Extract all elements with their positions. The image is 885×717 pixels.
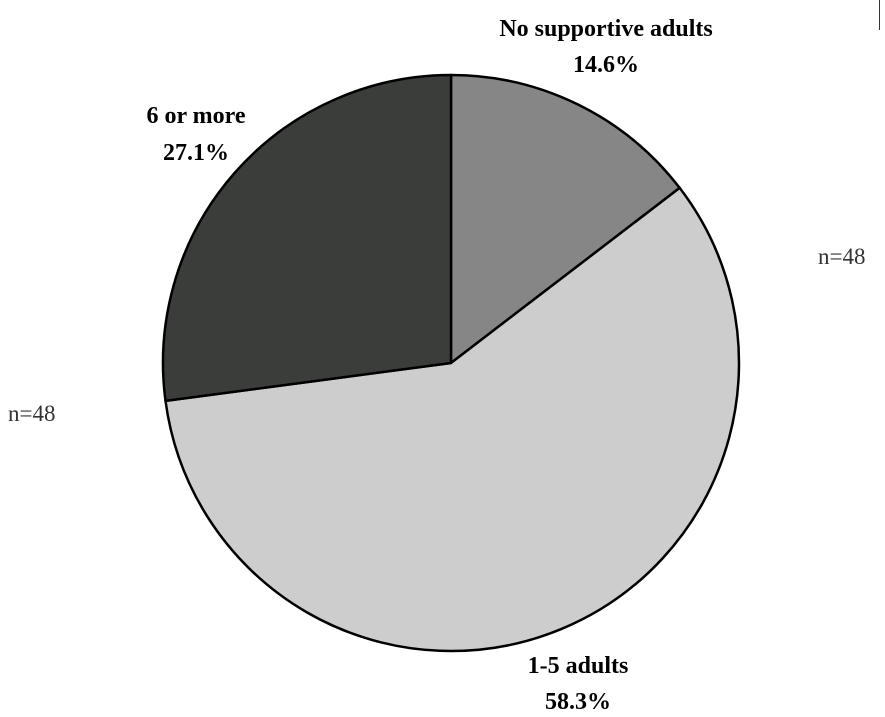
slice-label-1-5-adults-percent: 58.3% — [545, 689, 611, 715]
slice-label-6-or-more-percent: 27.1% — [163, 140, 229, 166]
sample-size-annotation-right: n=48 — [818, 244, 865, 269]
slice-label-no-supportive-adults-percent: 14.6% — [573, 52, 639, 78]
pie-slice-6-or-more — [161, 73, 453, 403]
pie-slice-no-supportive-adults — [449, 73, 681, 365]
pie-slices — [161, 73, 741, 653]
slice-label-6-or-more-name: 6 or more — [146, 103, 245, 129]
pie-slice-1-5-adults — [164, 186, 741, 653]
slice-label-1-5-adults-name: 1-5 adults — [528, 653, 629, 679]
pie-labels: No supportive adults 14.6% 6 or more 27.… — [8, 16, 865, 715]
frame-edge-line — [879, 0, 880, 30]
slice-label-no-supportive-adults-name: No supportive adults — [499, 16, 712, 42]
sample-size-annotation-left: n=48 — [8, 401, 55, 426]
